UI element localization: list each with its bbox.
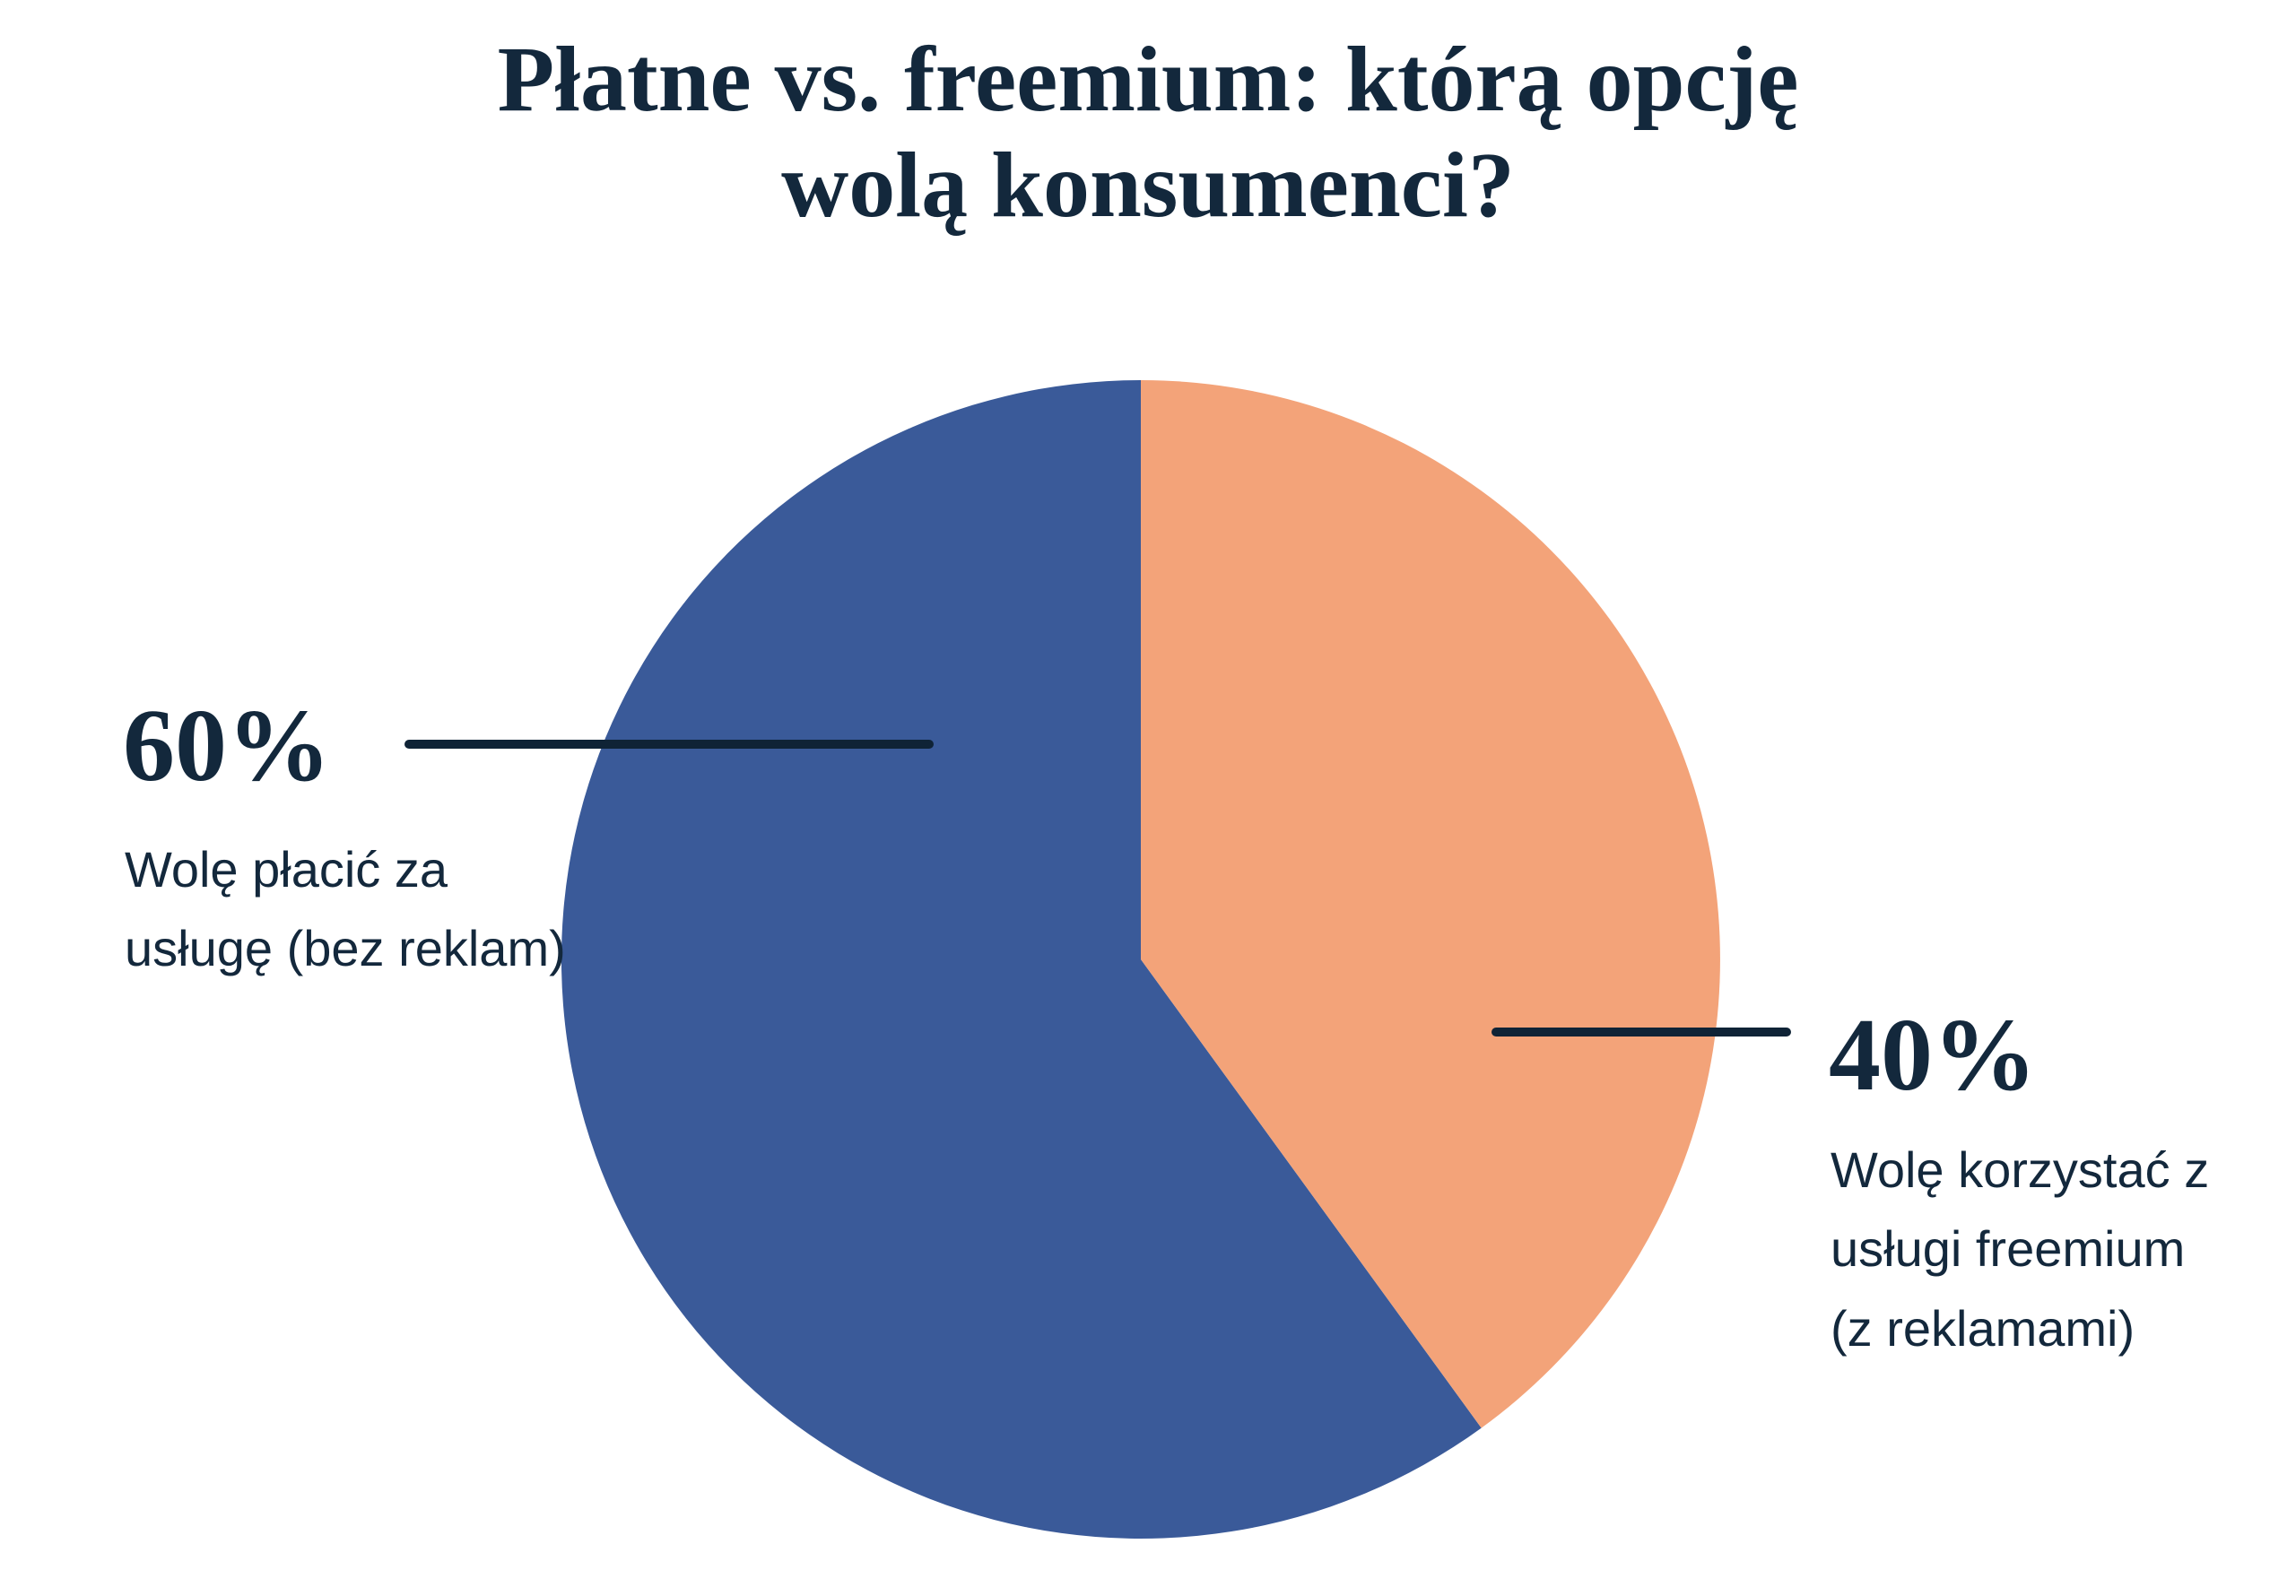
slice-caption-40: Wolę korzystać z usługi freemium (z rekl… xyxy=(1831,1131,2209,1368)
chart-title: Płatne vs. freemium: którą opcję wolą ko… xyxy=(0,27,2296,238)
value-label-60: 60% xyxy=(123,689,331,803)
slice-caption-60-line-2: usługę (bez reklam) xyxy=(125,920,566,977)
value-label-40: 40% xyxy=(1829,998,2037,1113)
slice-caption-40-line-2: usługi freemium xyxy=(1831,1220,2186,1278)
pie-slices-group xyxy=(561,379,1720,1539)
slice-caption-60: Wolę płacić za usługę (bez reklam) xyxy=(125,830,566,989)
pie-slice-40 xyxy=(1141,380,1720,1428)
slice-caption-60-line-1: Wolę płacić za xyxy=(125,841,448,898)
slice-caption-40-line-1: Wolę korzystać z xyxy=(1831,1141,2210,1198)
pie-slice-60 xyxy=(561,379,1482,1539)
slice-caption-40-line-3: (z reklamami) xyxy=(1831,1299,2135,1357)
chart-title-line-1: Płatne vs. freemium: którą opcję xyxy=(497,28,1799,131)
chart-title-line-2: wolą konsumenci? xyxy=(781,133,1515,237)
